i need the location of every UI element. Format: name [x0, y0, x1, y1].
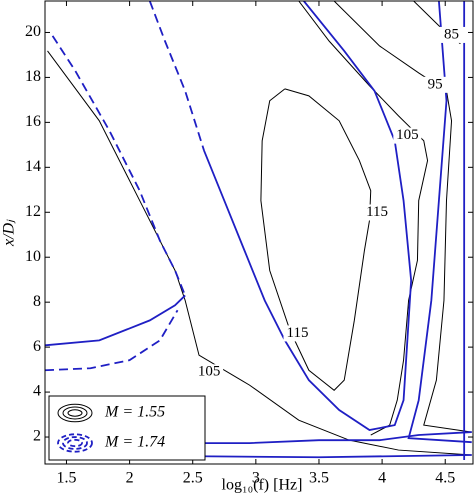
- y-tick-label: 16: [25, 113, 41, 130]
- contour-line: [260, 88, 372, 391]
- legend-icon: [62, 436, 88, 450]
- contour-line: [298, 1, 429, 436]
- contour-label-bg: [437, 26, 466, 43]
- legend-icon: [62, 406, 88, 420]
- contour-label: 85: [444, 26, 459, 42]
- x-tick-label: 3: [252, 470, 260, 487]
- y-tick-label: 14: [25, 158, 41, 175]
- legend-label: M = 1.55: [104, 404, 165, 421]
- contour-line: [45, 309, 179, 372]
- x-tick-label: 4: [378, 470, 386, 487]
- y-tick-label: 20: [25, 23, 41, 40]
- x-tick-label: 3.5: [309, 470, 329, 487]
- y-tick-label: 10: [25, 248, 41, 265]
- x-tick-label: 2.5: [183, 470, 203, 487]
- legend-label: M = 1.74: [104, 434, 165, 451]
- legend-icon: [57, 403, 93, 423]
- legend-icon: [57, 433, 93, 453]
- y-tick-label: 18: [25, 68, 41, 85]
- y-axis-label: x/Dⱼ: [1, 219, 18, 247]
- y-tick-label: 4: [33, 383, 41, 400]
- contour-label: 105: [198, 364, 221, 380]
- x-tick-label: 4.5: [435, 470, 455, 487]
- contour-line: [203, 1, 413, 432]
- contour-label-bg: [283, 325, 312, 342]
- contour-line: [333, 1, 472, 433]
- contour-line: [407, 1, 472, 444]
- contour-label-bg: [421, 76, 450, 93]
- contour-line: [148, 1, 205, 151]
- legend-icon: [67, 409, 83, 417]
- y-tick-label: 6: [33, 338, 41, 355]
- y-tick-label: 12: [25, 203, 41, 220]
- contour-label: 115: [366, 204, 388, 220]
- y-tick-label: 2: [33, 428, 41, 445]
- contour-label: 105: [396, 127, 419, 143]
- contour-line: [45, 294, 186, 347]
- legend-icon: [67, 438, 83, 448]
- contour-label-bg: [195, 364, 224, 381]
- contour-line: [51, 35, 186, 296]
- contour-label-bg: [363, 204, 392, 221]
- contour-label-bg: [393, 127, 422, 144]
- x-tick-label: 1.5: [56, 470, 76, 487]
- plot-area: 85 95 105 115 115 105: [45, 1, 472, 460]
- contour-label: 95: [428, 76, 443, 92]
- plot-frame: [44, 0, 474, 465]
- legend: M = 1.55 M = 1.74: [48, 395, 206, 461]
- x-axis-label: log₁₀(f) [Hz]: [222, 477, 303, 494]
- contour-label: 115: [287, 325, 309, 341]
- contour-line: [47, 50, 472, 456]
- x-tick-label: 2: [126, 470, 134, 487]
- y-tick-label: 8: [33, 293, 41, 310]
